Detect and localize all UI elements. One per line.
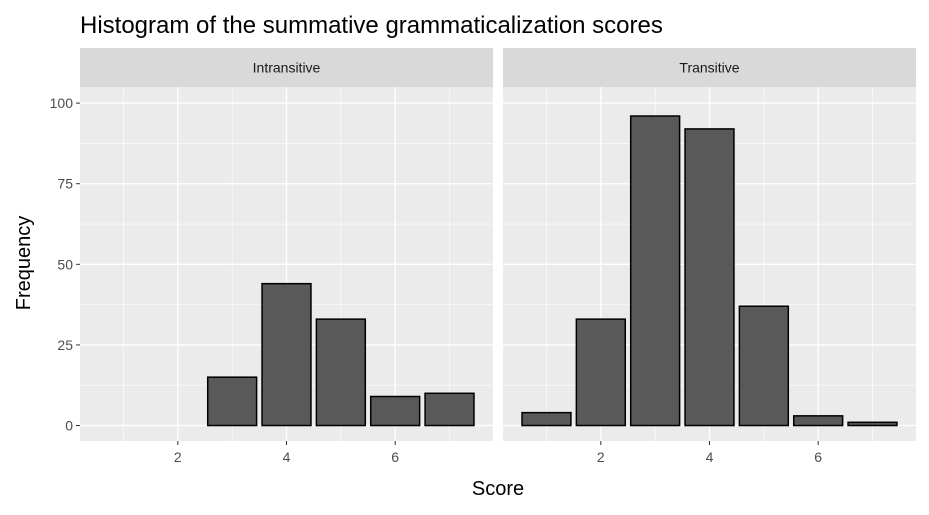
histogram-bar: [792, 415, 844, 427]
histogram-bar: [261, 282, 312, 427]
histogram-bar: [684, 128, 735, 427]
y-tick-label: 25: [57, 337, 73, 353]
y-tick-label: 75: [57, 176, 73, 192]
y-tick-label: 100: [50, 95, 74, 111]
y-axis-title: Frequency: [13, 216, 35, 311]
facet-strip: [503, 48, 916, 87]
histogram-bar: [575, 318, 627, 427]
facet-panel-transitive: Transitive 2 4 6: [503, 48, 916, 465]
histogram-bar: [315, 318, 367, 427]
histogram-bar: [206, 376, 258, 427]
x-tick-label: 2: [597, 449, 605, 465]
y-tick-label: 50: [57, 256, 73, 272]
facet-panel-intransitive: Intransitive 2 4 6 0 25 50 75 100: [50, 48, 493, 465]
x-axis-title: Score: [472, 478, 524, 500]
histogram-bar: [424, 392, 475, 427]
chart-title: Histogram of the summative grammaticaliz…: [80, 12, 663, 39]
facet-strip-label: Transitive: [679, 60, 739, 76]
y-tick-label: 0: [65, 418, 73, 434]
facet-strip: [80, 48, 493, 87]
histogram-bar: [738, 305, 790, 427]
histogram-bar: [629, 115, 681, 427]
x-tick-label: 6: [814, 449, 822, 465]
histogram-bar: [369, 395, 421, 427]
x-tick-label: 2: [174, 449, 182, 465]
plot-area: Intransitive 2 4 6 0 25 50 75 100 Transitive 2 4 6: [50, 48, 916, 465]
histogram-bar: [847, 421, 898, 427]
x-tick-label: 4: [283, 449, 291, 465]
x-tick-label: 4: [706, 449, 714, 465]
x-tick-label: 6: [391, 449, 399, 465]
histogram-bar: [521, 411, 572, 427]
facet-strip-label: Intransitive: [253, 60, 321, 76]
